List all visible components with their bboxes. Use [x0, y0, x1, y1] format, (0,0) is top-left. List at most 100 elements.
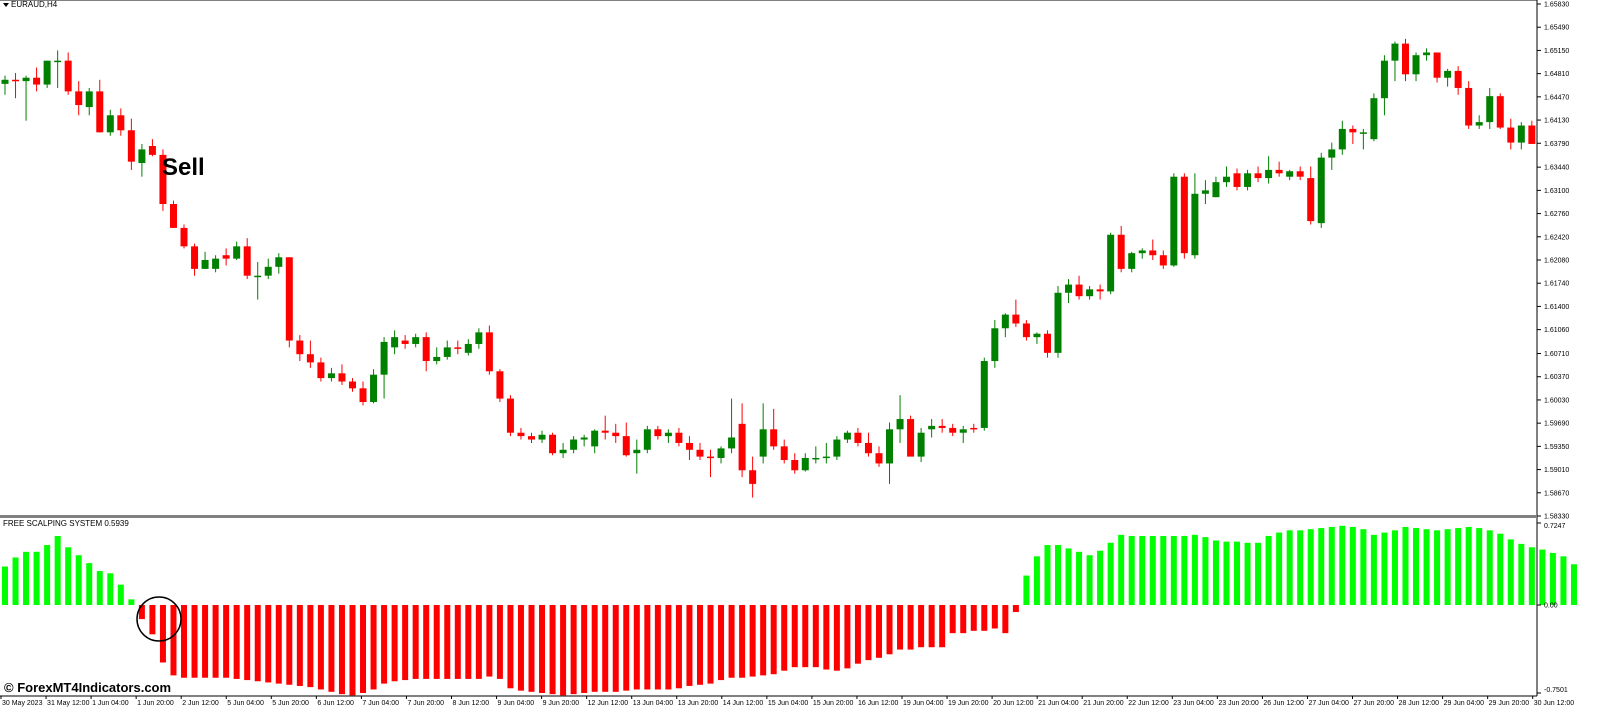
indicator-pane[interactable] [2, 525, 1577, 696]
candle [875, 446, 883, 467]
candle [348, 378, 356, 392]
time-tick-label: 13 Jun 04:00 [633, 700, 674, 707]
histogram-bar [1413, 528, 1420, 605]
candle [1423, 48, 1431, 61]
candle-body [780, 446, 788, 461]
candle-body [412, 337, 420, 344]
histogram-bar [1560, 556, 1567, 605]
candle-body [212, 258, 220, 269]
histogram-bar [391, 605, 398, 682]
candle [1117, 225, 1125, 273]
candle [1212, 176, 1220, 198]
histogram-bar [23, 551, 30, 605]
candle-body [1191, 193, 1199, 256]
time-tick-label: 12 Jun 12:00 [588, 700, 629, 707]
candle [285, 257, 293, 348]
candle-body [1307, 178, 1315, 222]
candle-body [54, 60, 62, 63]
candle-body [12, 79, 20, 82]
histogram-bar [739, 605, 746, 678]
candle-body [348, 381, 356, 389]
time-tick-label: 9 Jun 20:00 [543, 700, 580, 707]
candle [1317, 152, 1325, 228]
histogram-bar [1128, 535, 1135, 605]
candle [822, 442, 830, 464]
candle [64, 52, 72, 95]
histogram-bar [644, 605, 651, 690]
candle [570, 436, 578, 454]
histogram-bar [1012, 605, 1019, 613]
candle [1012, 299, 1020, 327]
histogram-bar [1202, 537, 1209, 605]
histogram-bar [1339, 525, 1346, 605]
candle-body [1317, 157, 1325, 224]
histogram-bar [275, 605, 282, 684]
histogram-bar [875, 605, 882, 658]
histogram-bar [1065, 548, 1072, 605]
histogram-bar [1055, 545, 1061, 605]
candle [633, 439, 641, 474]
candle [106, 109, 114, 136]
histogram-bar [233, 605, 240, 679]
candle [917, 427, 925, 463]
candle [749, 456, 757, 498]
candle-body [1117, 234, 1125, 269]
candle [959, 425, 967, 443]
candle [675, 427, 683, 447]
histogram-bar [760, 605, 767, 676]
time-tick-label: 22 Jun 12:00 [1128, 700, 1169, 707]
histogram-bar [286, 605, 293, 685]
price-tick-label: 1.63440 [1544, 165, 1569, 172]
candle-body [370, 374, 378, 402]
candle [1159, 250, 1167, 269]
candle-body [1043, 333, 1051, 353]
histogram-bar [1381, 532, 1388, 605]
histogram-bar [1265, 535, 1272, 605]
candle-body [485, 332, 493, 372]
candle [528, 432, 535, 443]
candle-body [822, 456, 830, 459]
candle [1191, 173, 1199, 259]
candle-body [201, 260, 209, 269]
candle [549, 432, 557, 456]
histogram-bar [728, 605, 735, 678]
candle [864, 432, 872, 457]
candle [1043, 330, 1051, 358]
candle [728, 398, 736, 454]
candle [1, 75, 9, 95]
candle [159, 149, 167, 211]
candle [1286, 169, 1294, 181]
histogram-bar [1223, 541, 1230, 605]
candle-body [622, 436, 630, 456]
candle-body [1033, 333, 1041, 338]
candle [1296, 166, 1304, 181]
histogram-bar [886, 605, 893, 655]
time-tick-label: 5 Jun 20:00 [272, 700, 309, 707]
candle-body [1180, 176, 1188, 254]
candle [1265, 156, 1273, 184]
chevron-down-icon[interactable] [3, 3, 9, 7]
histogram-bar [591, 605, 598, 692]
candle-body [359, 388, 367, 402]
candle [970, 423, 978, 433]
candle-body [1423, 52, 1431, 56]
histogram-bar [44, 545, 51, 605]
candle [412, 333, 420, 348]
candle-body [675, 432, 683, 443]
histogram-bar [1255, 542, 1262, 605]
candle-body [1054, 292, 1062, 353]
candle [1138, 248, 1146, 259]
candle-body [1496, 96, 1504, 128]
candle-body [728, 437, 736, 449]
candle-body [254, 275, 262, 278]
candle-body [327, 373, 335, 379]
price-pane[interactable] [1, 38, 1536, 498]
candle-body [1075, 284, 1083, 297]
time-tick-label: 21 Jun 20:00 [1083, 700, 1124, 707]
candle [1222, 166, 1230, 187]
histogram-bar [812, 605, 819, 668]
histogram-bar [370, 605, 377, 690]
histogram-bar [507, 605, 514, 689]
candle [1233, 168, 1241, 191]
